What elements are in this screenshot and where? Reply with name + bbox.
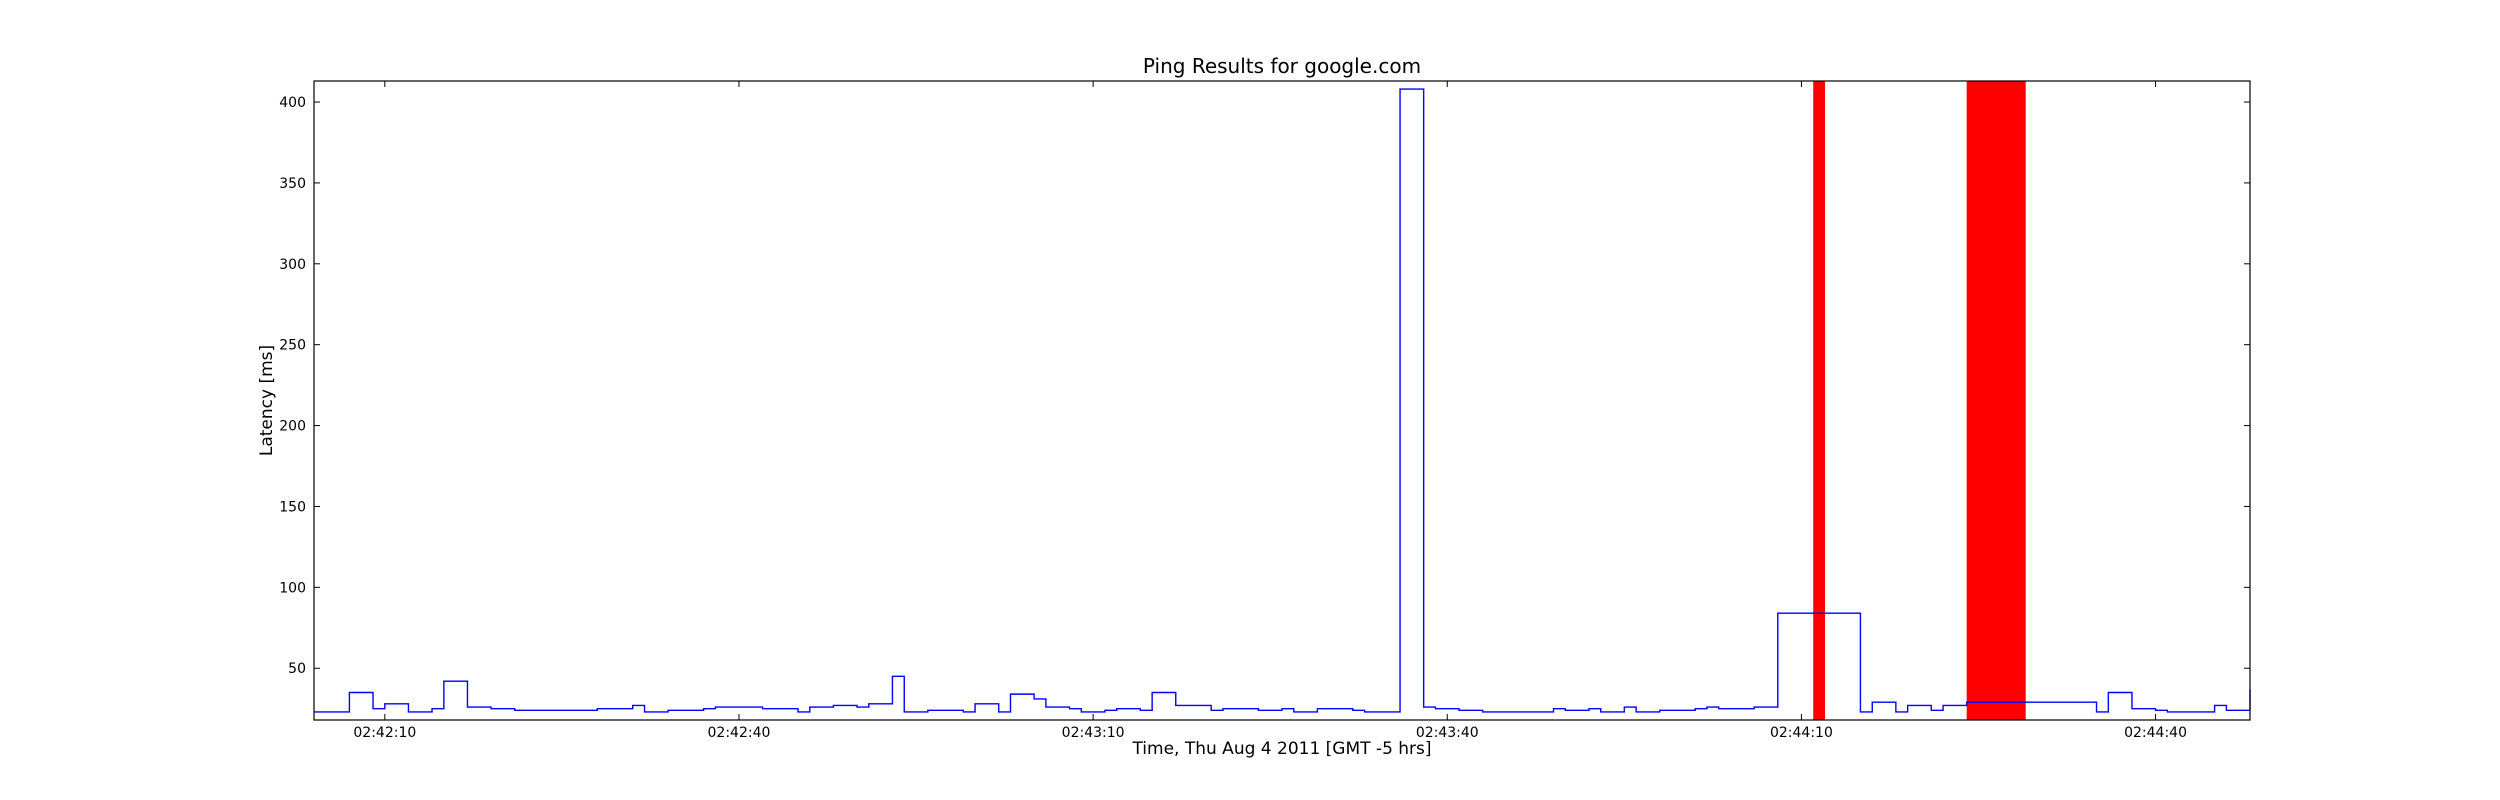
outage-band-1 (1813, 81, 1826, 720)
y-tick-label: 300 (279, 257, 306, 273)
y-tick-label: 50 (288, 661, 306, 677)
y-axis: 50 100 150 200 250 300 350 400 (279, 95, 2250, 677)
outage-bands (1813, 81, 2026, 720)
y-axis-label: Latency [ms] (257, 345, 277, 456)
latency-series-line (314, 88, 2251, 713)
x-tick-label: 02:43:10 (1062, 725, 1125, 741)
y-tick-label: 350 (279, 176, 306, 192)
x-tick-label: 02:44:40 (2124, 725, 2187, 741)
y-tick-label: 200 (279, 419, 306, 435)
x-axis-label: Time, Thu Aug 4 2011 [GMT -5 hrs] (1131, 739, 1431, 759)
x-tick-label: 02:43:40 (1416, 725, 1479, 741)
x-tick-label: 02:42:10 (353, 725, 416, 741)
chart-title: Ping Results for google.com (1143, 54, 1421, 78)
x-tick-label: 02:42:40 (708, 725, 771, 741)
y-tick-label: 250 (279, 338, 306, 354)
plot-frame (313, 80, 2251, 721)
y-tick-label: 150 (279, 499, 306, 515)
outage-band-2 (1966, 81, 2026, 720)
x-axis: 02:42:10 02:42:40 02:43:10 02:43:40 02:44:10… (353, 81, 2187, 741)
y-tick-label: 100 (279, 580, 306, 596)
y-tick-label: 400 (279, 95, 306, 111)
x-tick-label: 02:44:10 (1770, 725, 1833, 741)
